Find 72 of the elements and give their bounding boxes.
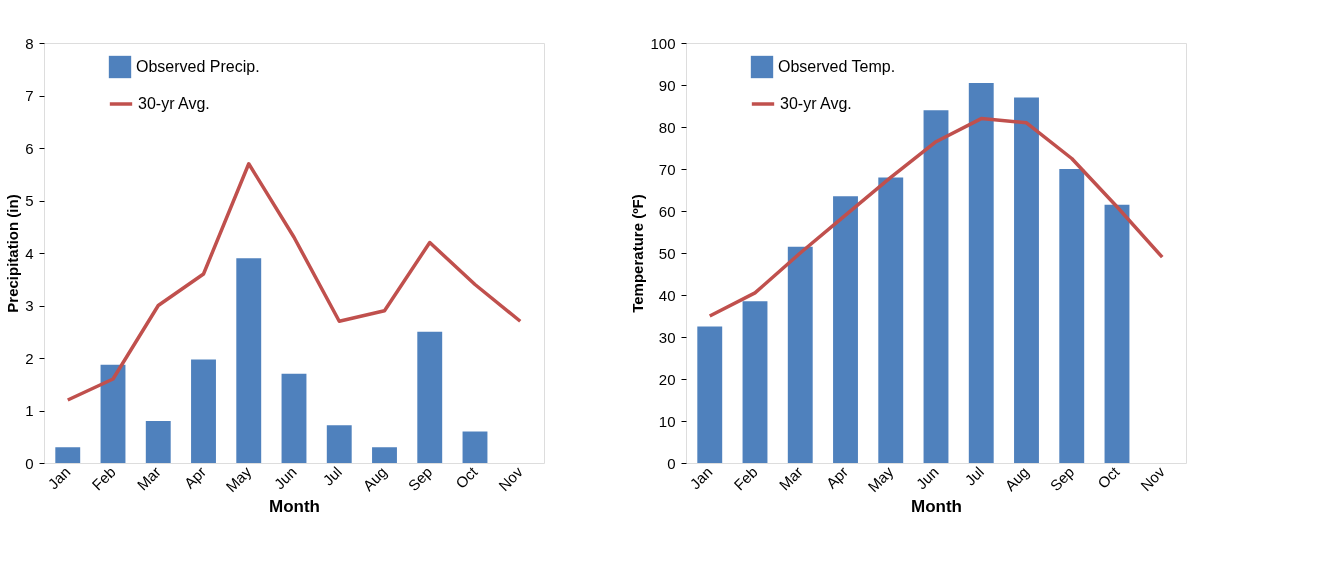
bar — [923, 110, 949, 463]
y-tick-label: 0 — [25, 454, 34, 472]
x-axis-title: Month — [911, 497, 962, 517]
bar — [1059, 169, 1085, 463]
y-tick-label: 60 — [658, 202, 676, 220]
y-tick-label: 80 — [658, 118, 676, 136]
bar — [145, 421, 171, 463]
y-tick-label: 2 — [25, 349, 34, 367]
x-tick-label: Mar — [775, 463, 806, 494]
y-tick-label: 0 — [667, 454, 676, 472]
legend-label: Observed Temp. — [778, 58, 896, 75]
y-tick-label: 6 — [25, 139, 34, 157]
legend-label: 30-yr Avg. — [780, 95, 852, 112]
line-series — [708, 116, 1164, 318]
x-tick-label: Apr — [822, 463, 852, 492]
legend-label: Observed Precip. — [136, 58, 260, 75]
x-tick-label: Nov — [1137, 462, 1169, 495]
bar — [100, 364, 126, 463]
x-tick-label: Jul — [319, 463, 345, 489]
x-axis-title: Month — [269, 497, 320, 517]
y-tick-label: 50 — [658, 244, 676, 262]
y-tick-label: 1 — [25, 402, 34, 419]
bar — [878, 177, 904, 463]
bar — [326, 425, 352, 463]
x-tick-label: May — [222, 462, 255, 496]
x-tick-label: Aug — [359, 463, 391, 495]
y-tick-label: 4 — [25, 244, 34, 262]
x-tick-label: Nov — [495, 462, 527, 495]
y-tick-label: 70 — [658, 160, 676, 178]
x-tick-label: Sep — [1046, 463, 1078, 495]
x-tick-label: Jan — [686, 463, 716, 493]
bar — [742, 301, 768, 463]
x-tick-label: Feb — [88, 463, 119, 494]
bar — [417, 331, 443, 463]
bar — [697, 326, 723, 463]
x-tick-label: Jun — [912, 463, 942, 493]
bar — [833, 196, 858, 463]
bar — [462, 431, 488, 463]
y-axis-title: Temperature (ºF) — [629, 194, 647, 313]
bar — [191, 359, 216, 463]
line-series — [66, 162, 522, 402]
bar — [787, 246, 813, 463]
x-tick-label: Oct — [1094, 462, 1124, 492]
y-tick-label: 7 — [25, 87, 34, 104]
x-tick-label: Jan — [44, 463, 74, 493]
x-tick-label: Apr — [180, 463, 210, 492]
y-tick-label: 5 — [25, 192, 34, 209]
y-tick-label: 10 — [658, 412, 676, 430]
bar — [1014, 97, 1039, 463]
bar — [372, 447, 397, 463]
y-tick-label: 8 — [25, 34, 34, 52]
y-tick-label: 20 — [658, 370, 676, 388]
bar — [55, 447, 81, 463]
y-tick-label: 100 — [650, 34, 676, 52]
bar — [1104, 204, 1130, 463]
y-tick-label: 30 — [658, 328, 676, 346]
bar — [281, 373, 307, 463]
x-tick-label: Sep — [404, 463, 436, 495]
x-tick-label: Jul — [961, 463, 987, 489]
x-tick-label: Mar — [133, 463, 164, 494]
y-axis-title: Precipitation (in) — [4, 194, 22, 313]
legend-label: 30-yr Avg. — [138, 95, 210, 112]
bar — [968, 82, 994, 463]
x-tick-label: May — [864, 462, 897, 496]
x-tick-label: Aug — [1001, 463, 1033, 495]
x-tick-label: Jun — [270, 463, 300, 493]
y-tick-label: 3 — [25, 297, 34, 314]
bar — [236, 258, 262, 463]
x-tick-label: Feb — [730, 463, 761, 494]
y-tick-label: 90 — [658, 76, 676, 94]
y-tick-label: 40 — [658, 286, 676, 304]
x-tick-label: Oct — [452, 462, 482, 492]
